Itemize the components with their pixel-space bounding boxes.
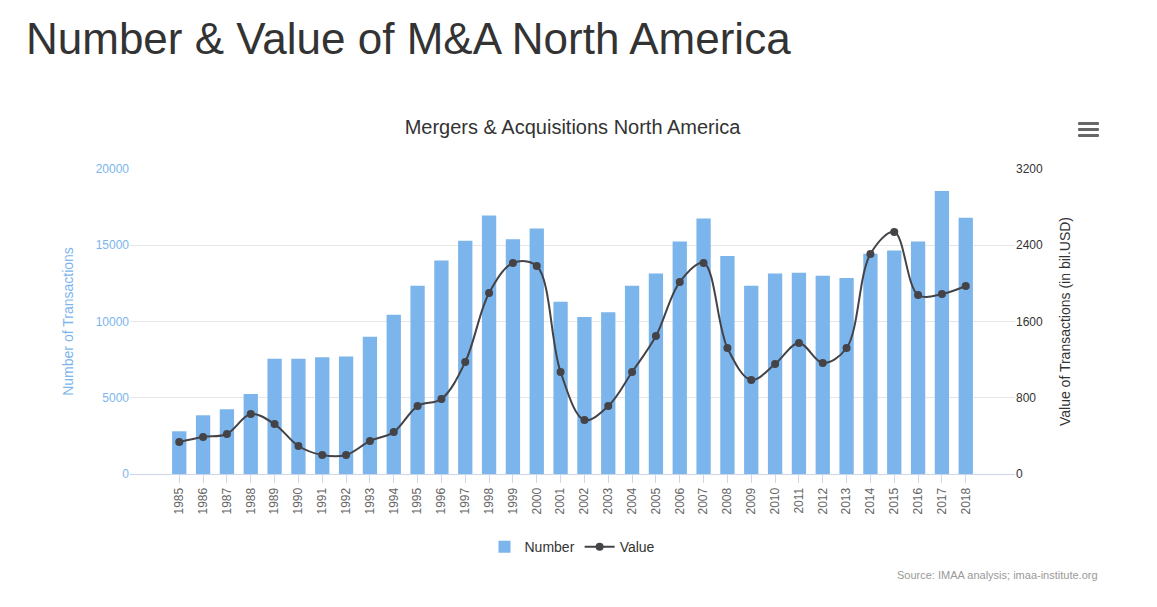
svg-text:10000: 10000 <box>96 315 130 329</box>
svg-text:1987: 1987 <box>220 487 234 514</box>
svg-text:2004: 2004 <box>625 487 639 514</box>
svg-text:2012: 2012 <box>816 487 830 514</box>
svg-text:2016: 2016 <box>911 487 925 514</box>
svg-text:2014: 2014 <box>863 487 877 514</box>
svg-text:Value: Value <box>620 539 655 555</box>
svg-text:800: 800 <box>1016 391 1036 405</box>
svg-text:Source: IMAA analysis; imaa-in: Source: IMAA analysis; imaa-institute.or… <box>897 569 1098 581</box>
svg-text:20000: 20000 <box>96 162 130 176</box>
svg-text:2017: 2017 <box>935 487 949 514</box>
svg-text:1999: 1999 <box>506 487 520 514</box>
svg-text:1600: 1600 <box>1016 315 1043 329</box>
svg-text:3200: 3200 <box>1016 162 1043 176</box>
svg-text:Value of Transactions (in bil.: Value of Transactions (in bil.USD) <box>1057 217 1073 426</box>
svg-text:2008: 2008 <box>720 487 734 514</box>
svg-text:2010: 2010 <box>768 487 782 514</box>
svg-text:Mergers & Acquisitions North A: Mergers & Acquisitions North America <box>405 116 742 138</box>
svg-text:2011: 2011 <box>792 487 806 513</box>
svg-text:2007: 2007 <box>696 487 710 514</box>
svg-text:Number: Number <box>525 539 575 555</box>
svg-text:1993: 1993 <box>363 487 377 514</box>
svg-text:0: 0 <box>1016 467 1023 481</box>
svg-text:1992: 1992 <box>339 487 353 514</box>
svg-text:1990: 1990 <box>291 487 305 514</box>
svg-text:1986: 1986 <box>196 487 210 514</box>
svg-text:1989: 1989 <box>267 487 281 514</box>
svg-text:1991: 1991 <box>315 487 329 514</box>
svg-text:2005: 2005 <box>649 487 663 514</box>
svg-text:2015: 2015 <box>887 487 901 514</box>
html-text:Number & Value of M&A North Am: Number & Value of M&A North America <box>26 14 791 63</box>
svg-text:2001: 2001 <box>553 487 567 514</box>
svg-text:2003: 2003 <box>601 487 615 514</box>
svg-text:1998: 1998 <box>482 487 496 514</box>
svg-text:5000: 5000 <box>102 391 129 405</box>
svg-text:Number of Transactions: Number of Transactions <box>60 247 76 396</box>
svg-text:1995: 1995 <box>410 487 424 514</box>
svg-text:1985: 1985 <box>172 487 186 514</box>
svg-text:2006: 2006 <box>673 487 687 514</box>
svg-text:15000: 15000 <box>96 238 130 252</box>
svg-text:2018: 2018 <box>959 487 973 514</box>
svg-text:2400: 2400 <box>1016 238 1043 252</box>
svg-text:1988: 1988 <box>244 487 258 514</box>
svg-text:1997: 1997 <box>458 487 472 514</box>
svg-text:1994: 1994 <box>387 487 401 514</box>
svg-text:2013: 2013 <box>839 487 853 514</box>
svg-text:2009: 2009 <box>744 487 758 514</box>
svg-text:2002: 2002 <box>577 487 591 514</box>
svg-text:1996: 1996 <box>434 487 448 514</box>
svg-text:2000: 2000 <box>530 487 544 514</box>
svg-text:0: 0 <box>122 467 129 481</box>
